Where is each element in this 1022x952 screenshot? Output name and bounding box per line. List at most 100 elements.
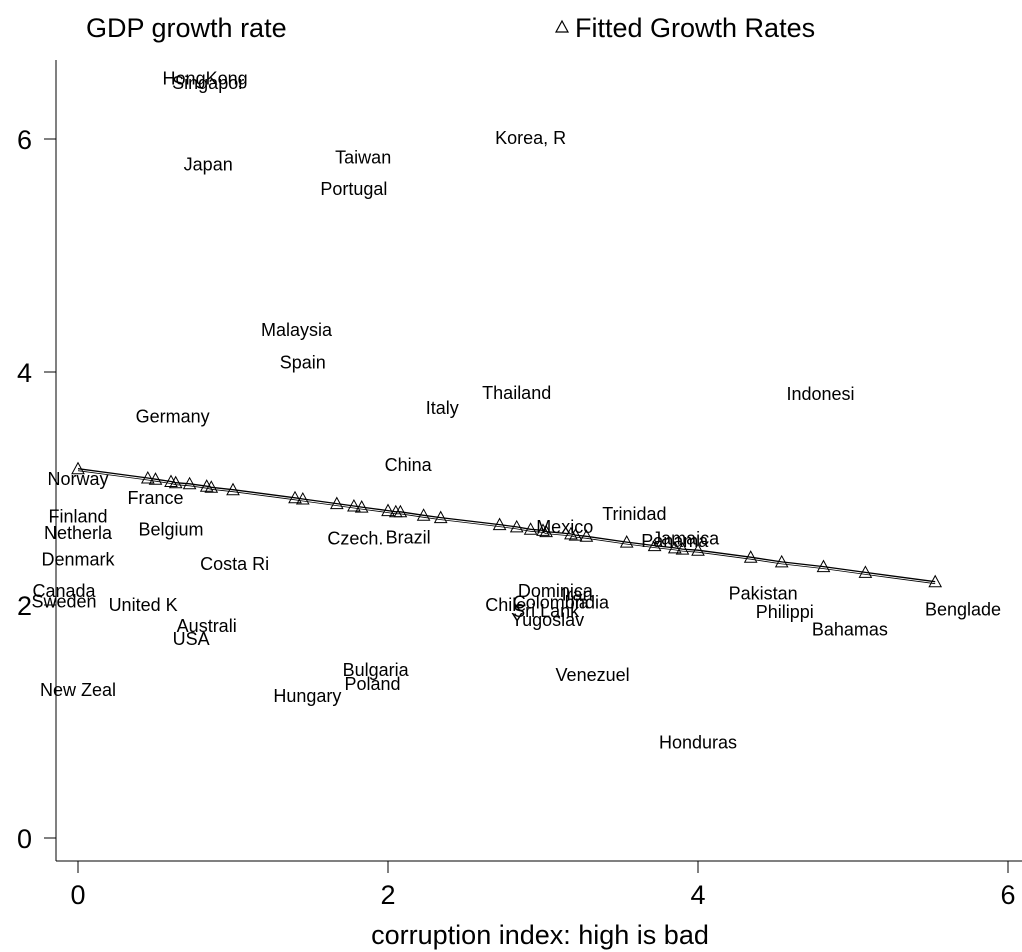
x-axis-ticks: 0 2 4 6 [70, 861, 1016, 910]
fitted-point-marker [928, 574, 943, 588]
fitted-point-marker [204, 480, 219, 493]
country-point-label: France [127, 488, 183, 508]
country-point-label: Finland [48, 507, 107, 527]
y-tick-label: 4 [17, 358, 32, 388]
fitted-point-marker [329, 496, 344, 510]
fitted-point-marker [858, 565, 873, 578]
fitted-point-marker [381, 503, 395, 517]
country-point-label: Netherla [44, 523, 113, 543]
country-point-label: Bahamas [812, 620, 888, 640]
country-point-label: Japan [184, 155, 233, 175]
country-point-label: Yugoslav [511, 610, 584, 630]
country-point-label: USA [173, 629, 210, 649]
fitted-point-marker [295, 491, 310, 505]
legend-label-gdp-growth: GDP growth rate [86, 13, 287, 43]
country-point-label: Jamaica [652, 529, 720, 549]
fitted-line-layer [77, 468, 936, 585]
country-point-label: Pakistan [729, 583, 798, 603]
country-point-label: Denmark [41, 550, 115, 570]
country-point-label: Hungary [273, 686, 341, 706]
country-point-label: Brazil [386, 527, 431, 547]
country-point-label: Panama [641, 531, 709, 551]
country-point-label: Malaysia [261, 320, 333, 340]
country-point-label: Italy [426, 398, 459, 418]
country-point-label: United K [109, 595, 178, 615]
country-point-label: Germany [136, 406, 210, 426]
fitted-point-marker [564, 526, 578, 540]
fitted-point-marker [168, 475, 183, 489]
x-tick-label: 4 [690, 880, 705, 910]
country-point-label: Singapor [172, 73, 244, 93]
country-point-label: Sweden [31, 592, 96, 612]
fitted-point-marker [675, 542, 690, 555]
fitted-point-marker [667, 540, 682, 554]
fitted-point-marker [148, 472, 163, 485]
fitted-point-marker [536, 523, 550, 536]
fitted-line [77, 468, 936, 583]
fitted-point-marker [774, 554, 789, 568]
fitted-point-marker [354, 500, 369, 513]
fitted-point-marker [509, 519, 524, 533]
legend-label-fitted-growth: Fitted Growth Rates [575, 13, 815, 43]
fitted-markers [71, 461, 943, 588]
fitted-point-marker [433, 510, 448, 524]
country-point-label: Benglade [925, 600, 1001, 620]
country-point-label: New Zeal [40, 680, 116, 700]
x-tick-label: 0 [70, 880, 85, 910]
country-point-label: Belgium [138, 519, 203, 539]
country-point-label: Philippi [756, 602, 814, 622]
y-axis-ticks: 0 2 4 6 [17, 125, 56, 854]
fitted-point-marker [416, 508, 431, 521]
fitted-point-marker [539, 524, 553, 538]
country-point-label: Korea, R [495, 128, 566, 148]
country-point-label: Chile [485, 595, 526, 615]
fitted-point-marker [182, 476, 197, 490]
fitted-point-marker [492, 517, 507, 531]
country-point-label: Mexico [536, 517, 593, 537]
country-point-label: Venezuel [556, 665, 630, 685]
country-point-label: Sri Lank [513, 601, 580, 621]
legend-marker-triangle [554, 19, 570, 33]
legend: GDP growth rate Fitted Growth Rates [86, 13, 815, 43]
fitted-point-marker [347, 498, 361, 512]
fitted-point-marker [568, 528, 583, 541]
country-point-label: Poland [344, 674, 400, 694]
country-point-label: Norway [47, 469, 108, 489]
fitted-point-marker [71, 461, 85, 475]
country-point-label: HongKong [163, 68, 248, 88]
country-point-label: Trinidad [602, 504, 666, 524]
country-point-label: Taiwan [335, 148, 391, 168]
fitted-point-marker [393, 504, 408, 518]
fitted-line-shadow [77, 470, 936, 585]
fitted-point-marker [140, 470, 155, 484]
fitted-point-marker [288, 490, 302, 504]
country-point-label: Czech. [327, 529, 383, 549]
fitted-point-marker [743, 550, 758, 563]
country-point-label: Iran [562, 585, 593, 605]
country-point-label: China [385, 455, 433, 475]
fitted-point-marker [579, 529, 594, 542]
country-point-label: Canada [32, 581, 96, 601]
country-point-label: Colombia [513, 593, 590, 613]
x-tick-label: 6 [1000, 880, 1015, 910]
country-point-label: Honduras [659, 733, 737, 753]
fitted-point-marker [226, 482, 240, 496]
fitted-point-marker [523, 522, 538, 535]
fitted-point-marker [164, 474, 178, 487]
fitted-point-marker [691, 543, 705, 556]
country-point-label: Dominica [518, 581, 594, 601]
country-point-label: Costa Ri [200, 554, 269, 574]
fitted-point-marker [647, 538, 662, 552]
country-point-label: Portugal [320, 179, 387, 199]
y-tick-label: 6 [17, 125, 32, 155]
country-point-label: Bulgaria [343, 660, 410, 680]
country-point-label: India [570, 593, 610, 613]
country-point-label: Australi [177, 616, 237, 636]
fitted-point-marker [199, 479, 214, 492]
country-point-label: Thailand [482, 383, 551, 403]
fitted-point-marker [619, 535, 634, 548]
x-axis-title: corruption index: high is bad [371, 920, 709, 950]
y-tick-label: 0 [17, 824, 32, 854]
